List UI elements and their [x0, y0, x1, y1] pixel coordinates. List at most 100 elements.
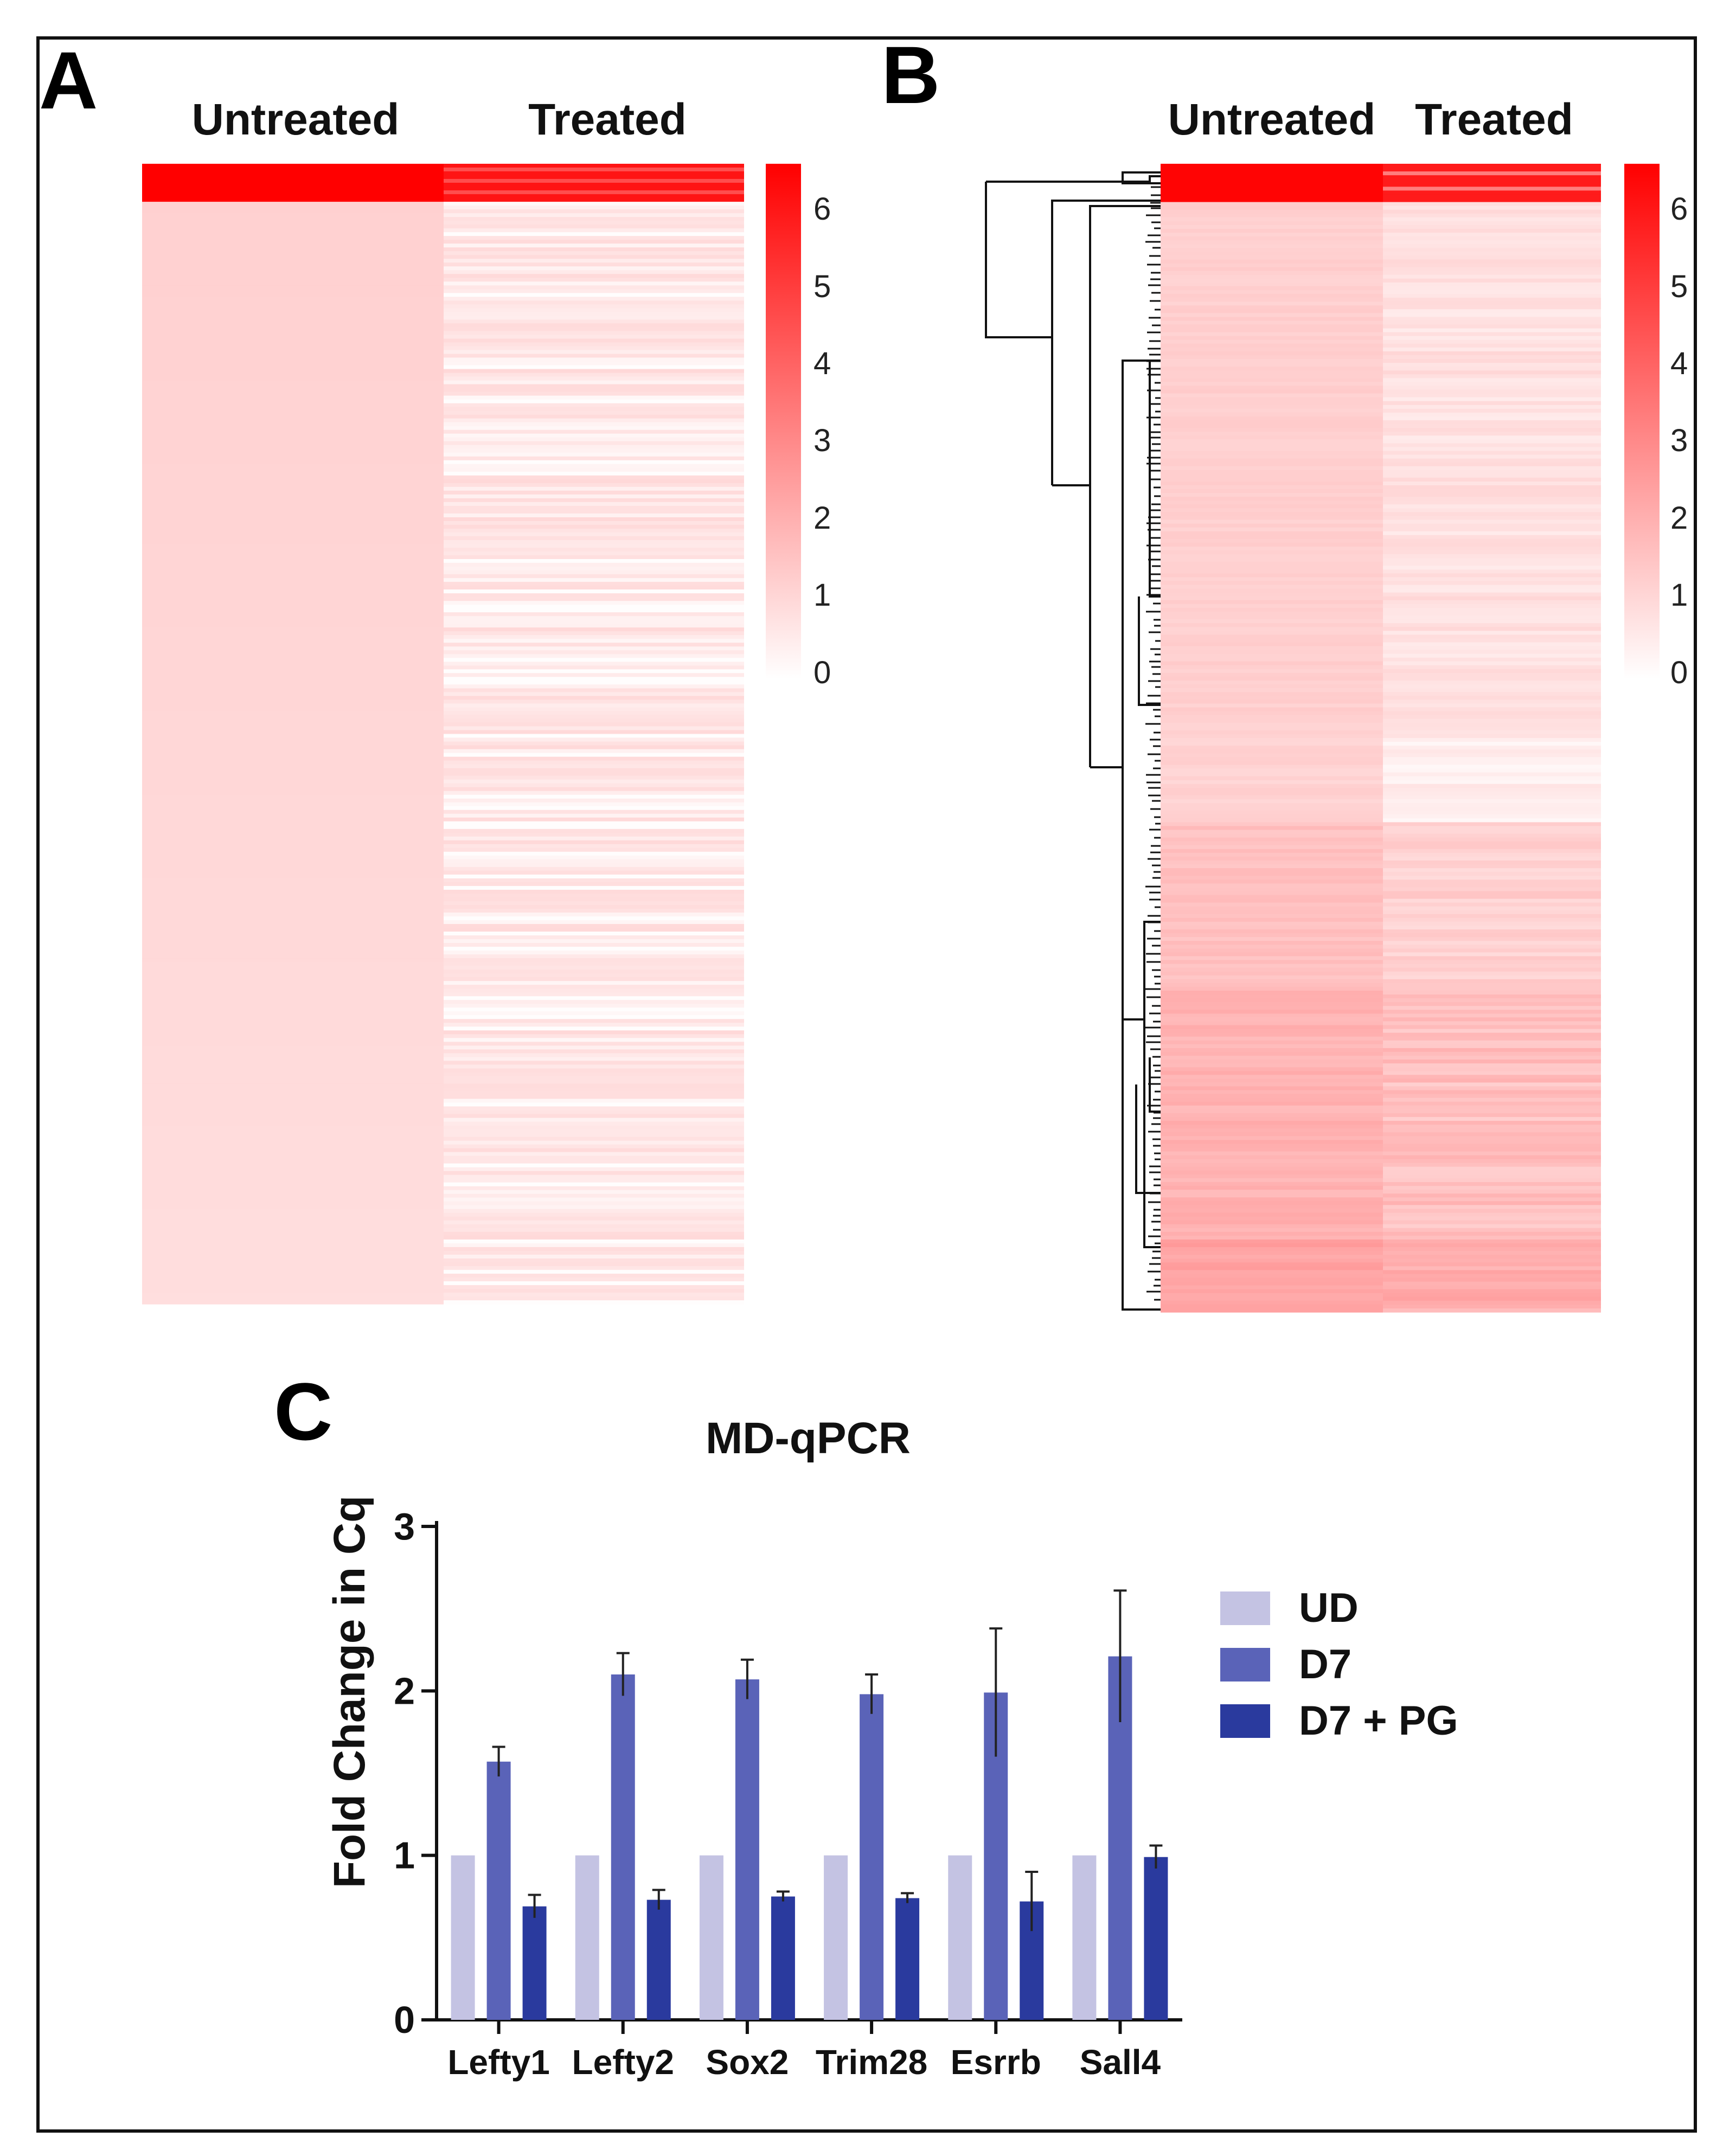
- heatmap-b-cell: [1161, 164, 1383, 168]
- heatmap-a-cell: [444, 1212, 744, 1217]
- heatmap-b-cell: [1383, 1297, 1601, 1301]
- heatmap-b-cell: [1161, 822, 1383, 826]
- heatmap-b-cell: [1161, 374, 1383, 378]
- heatmap-a-cell: [444, 1026, 744, 1031]
- heatmap-a-cell: [142, 601, 444, 605]
- heatmap-a-cell: [142, 582, 444, 586]
- heatmap-a-cell: [142, 490, 444, 495]
- heatmap-a-cell: [444, 756, 744, 761]
- heatmap-b-cell: [1383, 466, 1601, 471]
- heatmap-b-cell: [1161, 493, 1383, 497]
- heatmap-b-cell: [1161, 382, 1383, 387]
- heatmap-b-cell: [1161, 1155, 1383, 1160]
- heatmap-b-cell: [1383, 420, 1601, 425]
- heatmap-a-cell: [444, 312, 744, 316]
- heatmap-b-cell: [1161, 653, 1383, 658]
- heatmap-a-cell: [142, 354, 444, 358]
- heatmap-b-cell: [1383, 872, 1601, 876]
- heatmap-b-cell: [1383, 263, 1601, 268]
- heatmap-a-cell: [142, 209, 444, 214]
- heatmap-b-cell: [1383, 703, 1601, 708]
- heatmap-b-cell: [1383, 164, 1601, 168]
- heatmap-a-cell: [444, 848, 744, 852]
- heatmap-b-cell: [1383, 547, 1601, 551]
- panel-c: C MD-qPCR Fold Change in Cq 0 1 2 3 Lefty1 Le…: [274, 1366, 1458, 2082]
- heatmap-b-cell: [1161, 477, 1383, 482]
- heatmap-a-cell: [444, 502, 744, 506]
- heatmap-b-cell: [1383, 255, 1601, 260]
- heatmap-b-cell: [1161, 508, 1383, 513]
- heatmap-a-cell: [142, 1114, 444, 1119]
- heatmap-b-cell: [1161, 799, 1383, 804]
- heatmap-a-cell: [444, 798, 744, 803]
- heatmap-b-cell: [1161, 209, 1383, 214]
- heatmap-a-cell: [142, 1175, 444, 1179]
- heatmap-a-cell: [142, 274, 444, 278]
- heatmap-a-cell: [142, 932, 444, 936]
- heatmap-b-cell: [1383, 1136, 1601, 1140]
- heatmap-a-cell: [142, 730, 444, 735]
- heatmap-a-cell: [142, 433, 444, 438]
- heatmap-b-cell: [1161, 986, 1383, 991]
- heatmap-b-cell: [1161, 286, 1383, 291]
- heatmap-a-cell: [444, 505, 744, 510]
- heatmap-b-cell: [1383, 535, 1601, 540]
- heatmap-a-cell: [444, 912, 744, 917]
- heatmap-b-cell: [1383, 1086, 1601, 1091]
- heatmap-a-cell: [142, 608, 444, 613]
- heatmap-b-cell: [1161, 171, 1383, 176]
- heatmap-b-cell: [1161, 1178, 1383, 1183]
- heatmap-b-cell: [1383, 1063, 1601, 1068]
- heatmap-a-cell: [142, 509, 444, 514]
- heatmap-a-cell: [444, 338, 744, 343]
- heatmap-b-cell: [1161, 1025, 1383, 1030]
- heatmap-a-cell: [444, 624, 744, 628]
- heatmap-b-cell: [1161, 370, 1383, 375]
- heatmap-a-cell: [444, 171, 744, 176]
- heatmap-a-cell: [444, 989, 744, 993]
- heatmap-b-cell: [1383, 822, 1601, 826]
- heatmap-a-cell: [142, 947, 444, 951]
- heatmap-a-cell: [444, 1019, 744, 1023]
- heatmap-a-cell: [142, 297, 444, 301]
- heatmap-b-cell: [1383, 1082, 1601, 1087]
- heatmap-b-cell: [1161, 233, 1383, 237]
- heatmap-b-cell: [1161, 481, 1383, 486]
- heatmap-b-cell: [1161, 470, 1383, 474]
- heatmap-a-cell: [142, 1231, 444, 1236]
- heatmap-a-cell: [444, 730, 744, 735]
- heatmap-b-cell: [1383, 1308, 1601, 1313]
- heatmap-a-cell: [444, 289, 744, 293]
- heatmap-a-cell: [444, 475, 744, 480]
- heatmap-a-cell: [142, 616, 444, 620]
- heatmap-b-cell: [1383, 818, 1601, 823]
- heatmap-b-cell: [1161, 317, 1383, 322]
- heatmap-b-cell: [1383, 504, 1601, 509]
- heatmap-a-cell: [142, 650, 444, 654]
- heatmap-b-cell: [1383, 1125, 1601, 1129]
- heatmap-a-cell: [142, 410, 444, 415]
- heatmap-b-cell: [1161, 1021, 1383, 1026]
- heatmap-a-cell: [444, 1159, 744, 1164]
- heatmap-b-cell: [1161, 768, 1383, 773]
- heatmap-b-cell: [1161, 1166, 1383, 1171]
- heatmap-b-cell: [1161, 187, 1383, 191]
- heatmap-b-cell: [1383, 1178, 1601, 1183]
- heatmap-a-cell: [444, 593, 744, 598]
- heatmap-a-cell: [444, 255, 744, 259]
- heatmap-a-cell: [142, 498, 444, 503]
- dendrogram-branch: [1089, 205, 1161, 485]
- dendrogram-branch: [1122, 1019, 1161, 1311]
- heatmap-a-cell: [444, 1209, 744, 1214]
- heatmap-a-cell: [142, 1228, 444, 1233]
- heatmap-b-cell: [1161, 730, 1383, 735]
- heatmap-a-cell: [444, 783, 744, 788]
- heatmap-a-cell: [142, 1140, 444, 1145]
- heatmap-b-cell: [1383, 542, 1601, 547]
- heatmap-b-cell: [1161, 1255, 1383, 1259]
- heatmap-b-cell: [1383, 665, 1601, 670]
- heatmap-a-cell: [444, 540, 744, 544]
- heatmap-b-cell: [1161, 960, 1383, 965]
- heatmap-a-cell: [142, 779, 444, 784]
- heatmap-a-cell: [444, 810, 744, 814]
